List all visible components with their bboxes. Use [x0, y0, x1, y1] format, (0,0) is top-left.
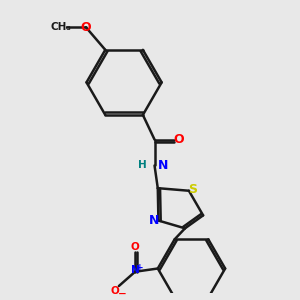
Text: O: O: [174, 133, 184, 146]
Text: O: O: [131, 242, 140, 252]
Text: CH₃: CH₃: [50, 22, 71, 32]
Text: O: O: [80, 21, 91, 34]
Text: N: N: [149, 214, 160, 227]
Text: O: O: [111, 286, 119, 296]
Text: S: S: [188, 183, 197, 196]
Text: N: N: [158, 159, 168, 172]
Text: −: −: [118, 289, 127, 299]
Text: H: H: [138, 160, 147, 170]
Text: N: N: [131, 266, 140, 275]
Text: +: +: [136, 263, 144, 272]
